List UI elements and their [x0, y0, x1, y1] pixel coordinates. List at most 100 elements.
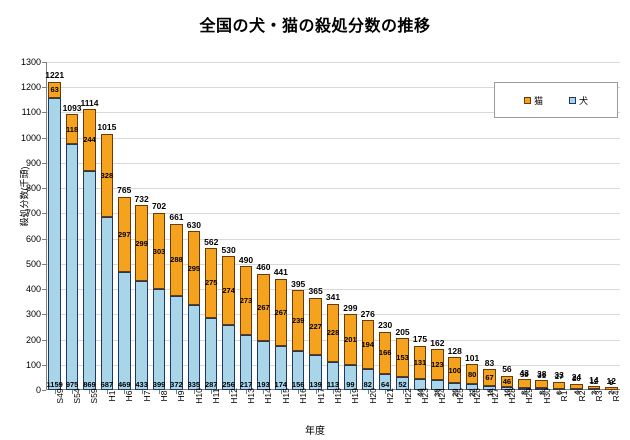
bar-segment-cat[interactable]: [500, 375, 514, 388]
bar-group[interactable]: 42024: [570, 373, 583, 394]
bar-group[interactable]: 174 267 441: [274, 268, 288, 390]
bar-segment-cat[interactable]: [222, 256, 235, 326]
bar-group[interactable]: 256 274 530: [222, 246, 236, 390]
bar-segment-cat[interactable]: [48, 81, 61, 98]
bar-group[interactable]: 869 244 1114: [80, 99, 98, 390]
legend-swatch-icon: [523, 96, 531, 104]
bar-segment-cat[interactable]: [135, 205, 148, 281]
bar-segment-dog[interactable]: [152, 289, 166, 390]
bar-segment-cat[interactable]: [483, 369, 496, 386]
bar-segment-cat[interactable]: [65, 114, 79, 144]
bar-segment-cat[interactable]: [291, 290, 305, 351]
bar-segment-cat[interactable]: [239, 266, 253, 336]
bar-group[interactable]: 399 303 702: [152, 202, 166, 390]
bar-segment-dog[interactable]: [291, 350, 305, 390]
bar-segment-dog[interactable]: [413, 378, 427, 390]
bar-segment-cat[interactable]: [187, 231, 201, 306]
bar-segment-dog[interactable]: [309, 354, 322, 390]
bar-segment-cat[interactable]: [170, 223, 183, 297]
bar-segment-dog[interactable]: [204, 317, 218, 390]
bar-segment-cat[interactable]: [152, 212, 166, 290]
bar-segment-dog[interactable]: [100, 216, 114, 390]
bar-group[interactable]: 83138: [535, 370, 548, 394]
bar-group[interactable]: 139 227 365: [309, 287, 323, 390]
bar-segment-cat[interactable]: [100, 133, 114, 217]
bar-group[interactable]: 166783: [483, 359, 496, 396]
bar-segment-cat[interactable]: [518, 379, 531, 388]
bar-segment-cat[interactable]: [83, 109, 96, 171]
bar-segment-cat[interactable]: [274, 278, 288, 347]
bar-segment-cat[interactable]: [587, 386, 601, 390]
bar-segment-dog[interactable]: [552, 388, 566, 390]
bar-group[interactable]: 62733: [552, 371, 566, 394]
bar-group[interactable]: 52 153 205: [395, 328, 410, 390]
bar-segment-dog[interactable]: [465, 384, 479, 390]
bar-segment-cat[interactable]: [361, 320, 375, 370]
bar-segment-cat[interactable]: [431, 349, 444, 381]
bar-group[interactable]: 64 166 230: [378, 321, 392, 390]
bar-segment-cat[interactable]: [570, 383, 583, 389]
bar-segment-cat[interactable]: [326, 303, 340, 362]
bar-group[interactable]: 287 275 562: [204, 238, 218, 390]
bar-group[interactable]: 38123162: [430, 339, 444, 397]
bar-segment-dog[interactable]: [239, 335, 253, 390]
bar-segment-cat[interactable]: [535, 380, 548, 388]
bar-group[interactable]: 2280101: [465, 354, 479, 397]
bar-segment-dog[interactable]: [65, 144, 79, 390]
bar-group[interactable]: 687 328 1015: [97, 123, 116, 390]
bar-segment-cat[interactable]: [378, 331, 392, 374]
bar-group[interactable]: 372 288 661: [169, 213, 184, 390]
bar-segment-cat[interactable]: [605, 387, 618, 390]
bar-segment-dog[interactable]: [361, 369, 375, 390]
bar-segment-cat[interactable]: [257, 273, 270, 342]
bar-group[interactable]: 156 239 395: [291, 280, 305, 390]
bar-group[interactable]: 113 228 341: [326, 293, 340, 390]
bar-segment-dog[interactable]: [326, 361, 340, 390]
bar-group[interactable]: 975 118 1093: [63, 104, 82, 390]
bar-segment-cat[interactable]: [309, 297, 322, 355]
bar-group[interactable]: 335 295 630: [187, 221, 201, 390]
bar-segment-dog[interactable]: [378, 373, 392, 390]
bar-segment-cat[interactable]: [465, 364, 479, 385]
bar-group[interactable]: 31214: [587, 376, 601, 394]
bar-segment-dog[interactable]: [222, 325, 235, 390]
bar-segment-dog[interactable]: [483, 385, 496, 390]
bar-group[interactable]: 44131175: [413, 335, 427, 396]
bar-segment-cat[interactable]: [396, 338, 409, 377]
bar-segment-dog[interactable]: [83, 170, 96, 390]
bar-segment-dog[interactable]: [118, 271, 131, 390]
bar-segment-dog[interactable]: [535, 387, 548, 390]
bar-group[interactable]: 99 201 299: [343, 304, 357, 390]
bar-group[interactable]: 29100128: [448, 347, 462, 396]
bar-segment-dog[interactable]: [187, 305, 201, 390]
bar-segment-dog[interactable]: [170, 296, 183, 390]
bar-group[interactable]: 433 299 732: [135, 195, 149, 390]
bar-group[interactable]: 469 297 765: [117, 186, 131, 390]
bar-group[interactable]: 104656: [500, 365, 514, 396]
legend-item-cat[interactable]: 猫: [523, 94, 543, 107]
bar-segment-dog[interactable]: [274, 346, 288, 390]
bar-group[interactable]: 82 194 276: [361, 310, 375, 390]
bar-segment-dog[interactable]: [518, 387, 531, 390]
bar-group[interactable]: 217 273 490: [239, 256, 253, 390]
bar-group[interactable]: 1159 63 1221: [45, 71, 64, 390]
bar-segment-dog[interactable]: [344, 365, 357, 390]
bar-segment-dog[interactable]: [448, 382, 461, 390]
legend-item-dog[interactable]: 犬: [569, 94, 588, 107]
bar-segment-dog[interactable]: [431, 380, 444, 390]
bar-segment-cat[interactable]: [552, 381, 566, 389]
bar-segment-cat[interactable]: [413, 345, 427, 379]
x-axis-tick-label: H26: [472, 388, 483, 404]
bar-segment-cat[interactable]: [118, 196, 131, 272]
bar-segment-dog[interactable]: [500, 387, 514, 390]
bar-segment-dog[interactable]: [257, 341, 270, 390]
bar-segment-cat[interactable]: [448, 357, 461, 383]
bar-segment-dog[interactable]: [396, 376, 409, 390]
bar-segment-dog[interactable]: [48, 97, 61, 390]
bar-segment-cat[interactable]: [344, 314, 357, 366]
bar-segment-dog[interactable]: [135, 280, 148, 390]
bar-group[interactable]: 2912: [605, 377, 618, 394]
bar-group[interactable]: 193 267 460: [256, 263, 271, 390]
bar-segment-cat[interactable]: [204, 248, 218, 318]
